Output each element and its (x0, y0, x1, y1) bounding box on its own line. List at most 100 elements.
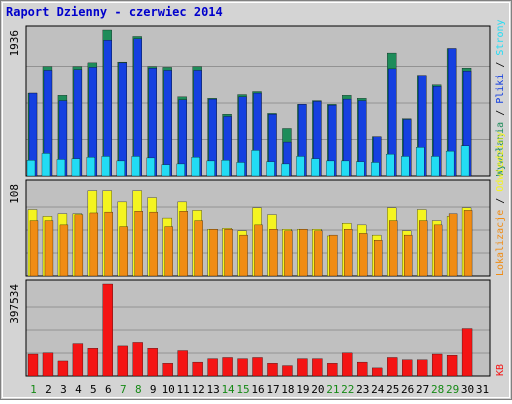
bar-kb-day-15 (237, 358, 248, 377)
bar-strony-day-11 (176, 163, 185, 177)
bar-strony-day-21 (326, 160, 335, 177)
bar-pliki-day-7 (118, 62, 127, 177)
right-legend-middle: Lokalizacje / Odwiedziny (495, 131, 506, 276)
bar-lokalizacje-day-5 (89, 212, 99, 277)
bar-strony-day-17 (266, 161, 275, 177)
x-label-day-27: 27 (416, 383, 429, 396)
x-label-day-14: 14 (221, 383, 235, 396)
right-legend-part: / (495, 192, 506, 210)
bar-kb-day-8 (132, 342, 143, 377)
bar-strony-day-24 (371, 162, 380, 177)
bar-kb-day-23 (357, 361, 368, 377)
bar-strony-day-10 (161, 164, 170, 177)
bar-strony-day-3 (56, 159, 66, 177)
bar-strony-day-15 (236, 162, 245, 177)
bar-kb-day-29 (446, 355, 458, 377)
bar-lokalizacje-day-13 (209, 228, 218, 277)
bar-lokalizacje-day-30 (463, 210, 473, 277)
bar-lokalizacje-day-20 (314, 230, 323, 277)
bar-lokalizacje-day-19 (299, 228, 308, 277)
bar-strony-day-6 (101, 156, 110, 177)
bar-kb-day-13 (207, 358, 218, 377)
right-legend-top: Wywołania / Pliki / Strony (495, 19, 506, 176)
bar-strony-day-26 (401, 156, 410, 177)
panel-middle: 108 Lokalizacje / Odwiedziny (8, 131, 506, 277)
bar-lokalizacje-day-14 (224, 228, 233, 277)
x-label-day-17: 17 (266, 383, 279, 396)
x-label-day-3: 3 (60, 383, 67, 396)
bar-kb-day-11 (177, 350, 188, 377)
x-label-day-19: 19 (296, 383, 309, 396)
bar-strony-day-7 (116, 160, 125, 177)
y-max-label-top: 1936 (8, 30, 21, 57)
bar-strony-day-27 (416, 147, 425, 177)
x-label-day-18: 18 (281, 383, 294, 396)
bar-kb-day-12 (192, 361, 203, 377)
bar-lokalizacje-day-4 (74, 214, 84, 277)
bar-lokalizacje-day-23 (359, 233, 368, 277)
bar-lokalizacje-day-9 (149, 211, 158, 277)
bar-kb-day-7 (117, 345, 128, 377)
bar-strony-day-2 (41, 153, 51, 177)
bar-strony-day-23 (356, 161, 365, 177)
x-label-day-21: 21 (326, 383, 339, 396)
bar-kb-day-10 (162, 363, 173, 377)
bar-strony-day-19 (296, 156, 305, 177)
y-max-label-bottom: 397534 (8, 284, 21, 324)
bar-kb-day-24 (372, 367, 383, 377)
bar-lokalizacje-day-28 (433, 224, 443, 277)
bar-lokalizacje-day-15 (239, 234, 248, 277)
bar-kb-day-18 (282, 365, 293, 377)
y-max-label-middle: 108 (8, 184, 21, 204)
bar-pliki-day-6 (103, 40, 112, 177)
bar-kb-day-20 (312, 358, 323, 377)
bar-kb-day-5 (87, 348, 99, 377)
bar-strony-day-25 (386, 153, 395, 177)
x-label-day-29: 29 (446, 383, 459, 396)
bar-lokalizacje-day-10 (164, 226, 173, 277)
x-label-day-6: 6 (105, 383, 112, 396)
x-axis-labels: 1 2 3 4 5 6 7 8 9 10 11 12 13 14 15 16 17 18 19 20 21 22 23 24 2… (30, 383, 489, 396)
x-label-day-23: 23 (356, 383, 369, 396)
panels: 1936 Wywołania / Pliki / Strony 108 Lokaliz… (8, 19, 506, 377)
bar-strony-day-22 (341, 160, 350, 177)
x-label-day-13: 13 (206, 383, 219, 396)
x-label-day-4: 4 (75, 383, 82, 396)
panel-bottom: 397534 KB (8, 279, 506, 377)
bar-kb-day-19 (297, 358, 308, 377)
bar-strony-day-9 (146, 157, 155, 177)
bar-lokalizacje-day-16 (254, 224, 263, 277)
bar-lokalizacje-day-7 (119, 226, 128, 277)
bar-kb-day-25 (387, 357, 398, 377)
bar-kb-day-1 (27, 353, 39, 377)
bar-strony-day-8 (131, 156, 140, 177)
bar-strony-day-12 (191, 156, 200, 177)
bar-kb-day-28 (431, 353, 443, 377)
x-label-day-31: 31 (476, 383, 489, 396)
bar-strony-day-5 (86, 156, 96, 177)
x-label-day-9: 9 (150, 383, 157, 396)
bar-kb-day-16 (252, 357, 263, 377)
right-legend-part: KB (495, 364, 506, 376)
bar-strony-day-28 (430, 156, 440, 177)
bar-lokalizacje-day-17 (269, 228, 278, 277)
bar-pliki-day-10 (163, 70, 172, 177)
bar-strony-day-20 (311, 158, 320, 177)
bar-kb-day-17 (267, 363, 278, 377)
x-label-day-10: 10 (162, 383, 175, 396)
x-label-day-12: 12 (192, 383, 205, 396)
right-legend-part: Strony (495, 19, 506, 55)
right-legend-part: Odwiedziny (495, 131, 506, 191)
bar-lokalizacje-day-6 (104, 211, 113, 277)
bar-lokalizacje-day-3 (59, 224, 69, 277)
x-label-day-30: 30 (461, 383, 474, 396)
x-label-day-15: 15 (236, 383, 249, 396)
bar-strony-day-30 (460, 145, 470, 177)
bar-strony-day-29 (445, 150, 455, 177)
bar-strony-day-4 (71, 158, 81, 177)
bar-strony-day-13 (206, 160, 215, 177)
x-label-day-26: 26 (401, 383, 414, 396)
bar-strony-day-14 (221, 160, 230, 177)
x-label-day-28: 28 (431, 383, 444, 396)
